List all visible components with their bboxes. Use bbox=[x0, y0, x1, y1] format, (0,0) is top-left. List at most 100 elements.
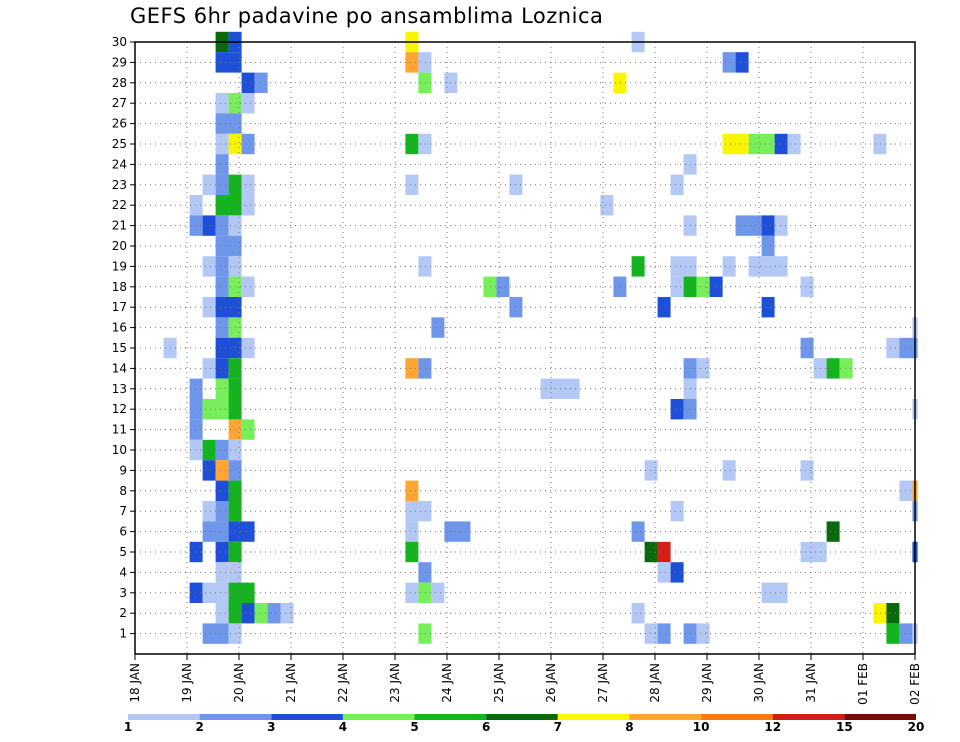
data-cell bbox=[215, 358, 229, 379]
colorbar-segment bbox=[701, 714, 773, 720]
y-tick-label: 21 bbox=[112, 219, 127, 233]
data-cell bbox=[241, 195, 255, 216]
x-tick-label: 28 JAN bbox=[648, 663, 662, 703]
data-cell bbox=[748, 133, 775, 155]
data-cell bbox=[202, 297, 216, 318]
data-cell bbox=[405, 480, 419, 501]
data-cell bbox=[657, 623, 671, 644]
data-cell bbox=[215, 113, 242, 134]
data-cell bbox=[748, 256, 788, 277]
data-cell bbox=[670, 562, 684, 583]
data-cell bbox=[215, 460, 229, 481]
y-tick-label: 8 bbox=[119, 484, 127, 498]
data-cell bbox=[431, 317, 445, 338]
data-cell bbox=[215, 562, 229, 583]
data-cell bbox=[670, 276, 684, 297]
y-tick-label: 16 bbox=[112, 321, 127, 335]
data-cell bbox=[722, 52, 736, 73]
data-cell bbox=[241, 276, 255, 297]
y-tick-label: 15 bbox=[112, 341, 127, 355]
data-cell bbox=[657, 562, 671, 583]
data-cell bbox=[774, 215, 788, 236]
data-cell bbox=[228, 582, 255, 603]
colorbar-segment bbox=[199, 714, 272, 720]
x-tick-label: 24 JAN bbox=[440, 663, 454, 703]
data-cell bbox=[722, 256, 736, 277]
data-cell bbox=[202, 256, 216, 277]
data-cell bbox=[800, 541, 827, 563]
data-cell bbox=[800, 276, 814, 297]
data-cell bbox=[657, 541, 671, 563]
data-cell bbox=[215, 480, 229, 501]
data-cell bbox=[202, 174, 216, 195]
x-tick-label: 29 JAN bbox=[700, 663, 714, 703]
x-tick-label: 02 FEB bbox=[908, 663, 922, 705]
x-tick-label: 30 JAN bbox=[752, 663, 766, 703]
data-cell bbox=[405, 52, 419, 73]
data-cell bbox=[215, 337, 242, 359]
colorbar-label: 15 bbox=[836, 720, 853, 734]
data-cell bbox=[405, 582, 419, 603]
y-tick-label: 17 bbox=[112, 300, 127, 314]
data-cell bbox=[613, 276, 627, 297]
data-cell bbox=[696, 276, 710, 297]
colorbar-label: 5 bbox=[410, 720, 419, 734]
data-cell bbox=[215, 378, 229, 399]
colorbar-segment bbox=[128, 714, 200, 720]
data-cell bbox=[886, 603, 900, 624]
data-cell bbox=[418, 623, 432, 644]
y-tick-label: 24 bbox=[112, 157, 127, 171]
data-cell bbox=[254, 72, 268, 93]
y-tick-label: 7 bbox=[119, 504, 127, 518]
data-cell bbox=[215, 501, 229, 522]
y-tick-label: 19 bbox=[112, 259, 127, 273]
data-cell bbox=[761, 235, 775, 257]
colorbar-segment bbox=[486, 714, 558, 720]
y-tick-label: 13 bbox=[112, 382, 127, 396]
y-tick-label: 10 bbox=[112, 443, 127, 457]
data-cell bbox=[800, 337, 814, 359]
data-cell bbox=[722, 460, 736, 481]
data-cell bbox=[886, 623, 900, 644]
colorbar-label: 20 bbox=[907, 720, 925, 734]
data-cell bbox=[839, 358, 853, 379]
data-cell bbox=[215, 154, 229, 175]
data-cell bbox=[241, 133, 255, 155]
colorbar-label: 2 bbox=[195, 720, 204, 734]
data-cell bbox=[215, 276, 229, 297]
data-cell bbox=[241, 174, 255, 195]
data-cell bbox=[215, 317, 229, 338]
data-cell bbox=[280, 603, 294, 624]
data-cell bbox=[189, 195, 203, 216]
data-cell bbox=[202, 501, 216, 522]
data-cell bbox=[670, 399, 684, 420]
colorbar-segment bbox=[557, 714, 630, 720]
data-cell bbox=[241, 603, 255, 624]
data-cell bbox=[215, 93, 229, 114]
colorbar-segment bbox=[629, 714, 702, 720]
y-tick-label: 30 bbox=[112, 35, 127, 49]
data-cell bbox=[873, 603, 887, 624]
data-cell bbox=[670, 501, 684, 522]
y-tick-label: 2 bbox=[119, 606, 127, 620]
colorbar-label: 10 bbox=[692, 720, 710, 734]
data-cell bbox=[613, 72, 627, 93]
data-cell bbox=[228, 521, 255, 542]
data-cell bbox=[189, 215, 203, 236]
data-cell bbox=[600, 195, 614, 216]
y-tick-label: 9 bbox=[119, 463, 127, 477]
data-cell bbox=[405, 133, 419, 155]
data-cell bbox=[189, 378, 203, 399]
data-cell bbox=[787, 133, 801, 155]
data-cell bbox=[899, 337, 918, 359]
chart-title: GEFS 6hr padavine po ansamblima Loznica bbox=[130, 4, 604, 28]
x-tick-label: 31 JAN bbox=[804, 663, 818, 703]
data-cell bbox=[215, 52, 242, 73]
data-cell bbox=[709, 276, 723, 297]
data-cell bbox=[631, 521, 645, 542]
colorbar-label: 6 bbox=[481, 720, 491, 734]
y-tick-label: 22 bbox=[112, 198, 127, 212]
y-tick-label: 1 bbox=[119, 627, 127, 641]
y-tick-label: 27 bbox=[112, 96, 127, 110]
